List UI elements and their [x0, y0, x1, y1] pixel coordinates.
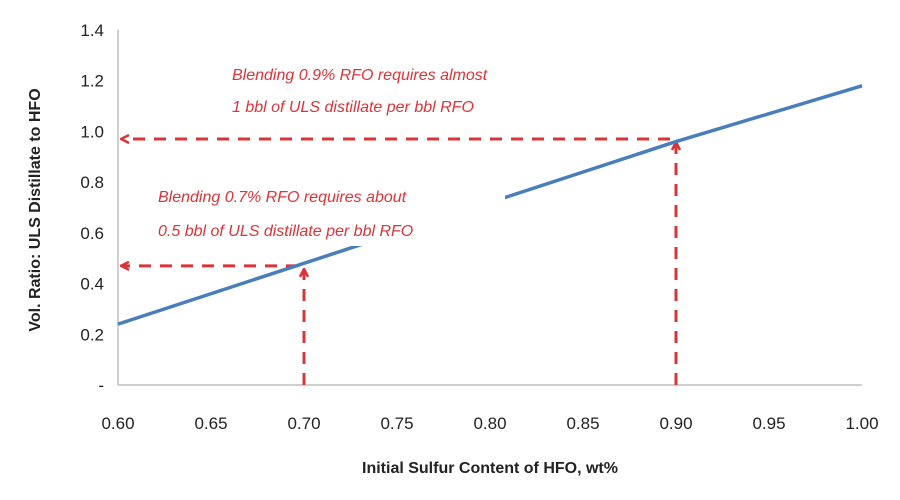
- x-tick-label: 1.00: [845, 414, 878, 433]
- annotation-0.9-background: [222, 60, 582, 122]
- y-tick-label: 0.6: [80, 224, 104, 243]
- y-tick-label: 1.2: [80, 72, 104, 91]
- y-tick-label: 0.4: [80, 275, 104, 294]
- x-tick-labels: 0.60 0.65 0.70 0.75 0.80 0.85 0.90 0.95 1.00: [101, 414, 878, 433]
- x-tick-label: 0.60: [101, 414, 134, 433]
- annotation-0.9-line2: 1 bbl of ULS distillate per bbl RFO: [232, 99, 474, 116]
- y-tick-label: 1.0: [80, 122, 104, 141]
- y-tick-labels: - 0.2 0.4 0.6 0.8 1.0 1.2 1.4: [80, 21, 104, 395]
- annotation-0.9: Blending 0.9% RFO requires almost 1 bbl …: [222, 60, 582, 122]
- y-tick-label: 0.8: [80, 173, 104, 192]
- annotation-0.9-line1: Blending 0.9% RFO requires almost: [232, 67, 488, 84]
- y-tick-label: -: [98, 376, 104, 395]
- x-axis-title: Initial Sulfur Content of HFO, wt%: [362, 460, 618, 477]
- y-tick-label: 1.4: [80, 21, 104, 40]
- x-tick-label: 0.80: [473, 414, 506, 433]
- annotation-0.7-background: [150, 180, 505, 246]
- annotation-0.7: Blending 0.7% RFO requires about 0.5 bbl…: [158, 189, 413, 240]
- y-axis-title: Vol. Ratio: ULS Distillate to HFO: [27, 88, 44, 331]
- x-tick-label: 0.75: [380, 414, 413, 433]
- annotation-0.7-line2: 0.5 bbl of ULS distillate per bbl RFO: [158, 223, 413, 240]
- x-tick-label: 0.90: [659, 414, 692, 433]
- x-tick-label: 0.95: [752, 414, 785, 433]
- x-tick-label: 0.85: [566, 414, 599, 433]
- x-tick-label: 0.70: [287, 414, 320, 433]
- annotation-guides: [122, 139, 676, 385]
- y-tick-label: 0.2: [80, 325, 104, 344]
- x-tick-label: 0.65: [194, 414, 227, 433]
- annotation-0.7-line1: Blending 0.7% RFO requires about: [158, 189, 407, 206]
